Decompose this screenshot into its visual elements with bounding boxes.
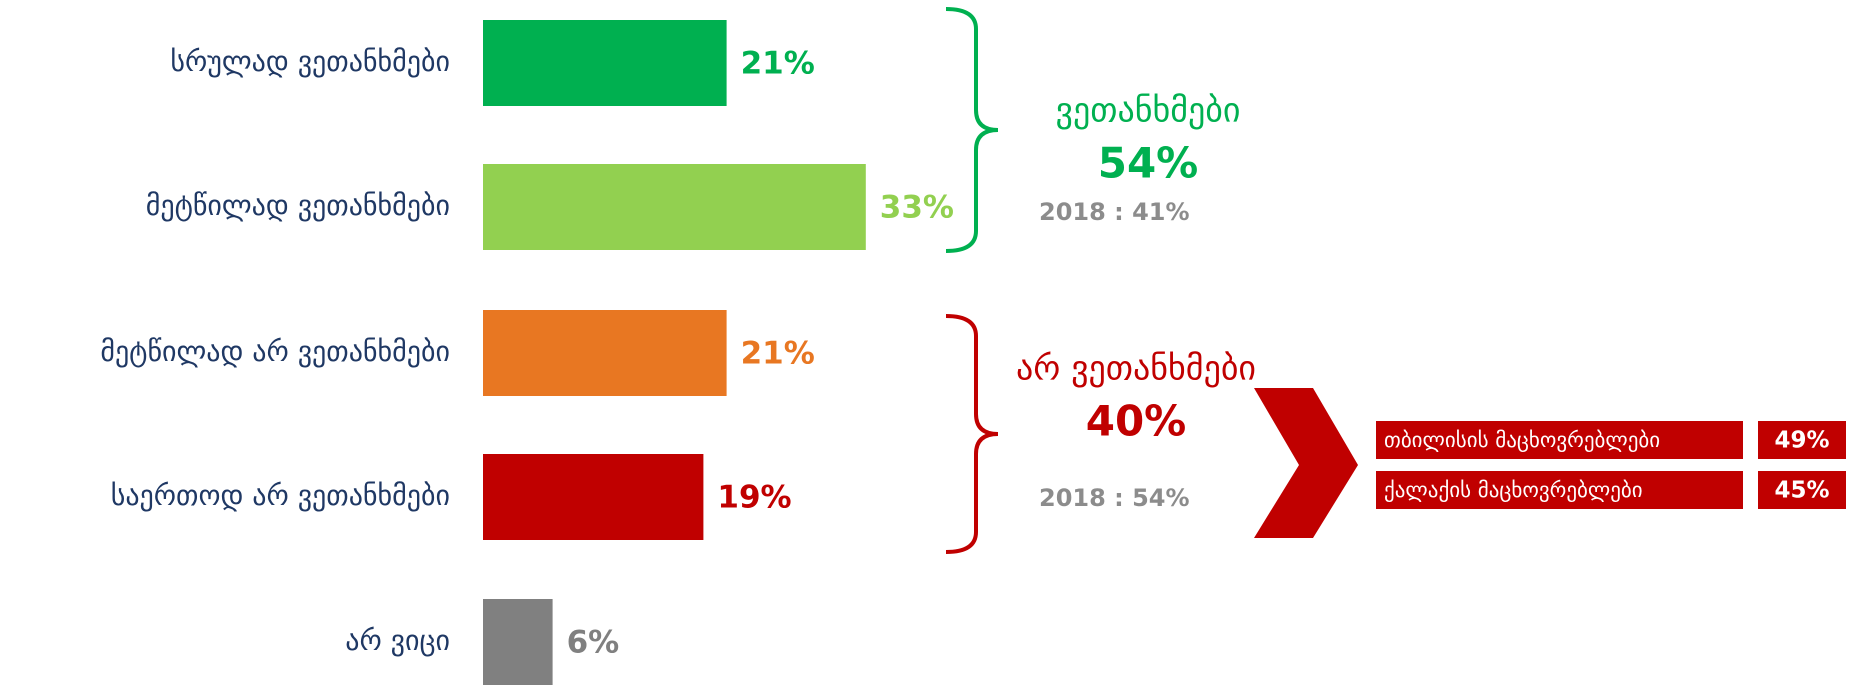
brace [945,314,999,554]
breakdown-value: 45% [1774,478,1829,504]
chevron [1254,388,1358,538]
bar [483,454,704,540]
value-label: 21% [741,336,815,372]
group-label: ვეთანხმები [1056,91,1241,131]
group-value: 40% [1086,397,1187,446]
group-value: 54% [1098,139,1199,188]
breakdown-value: 49% [1774,428,1829,454]
group-label: არ ვეთანხმები [1016,349,1256,389]
breakdown-label: თბილისის მაცხოვრებლები [1384,428,1660,452]
category-label: მეტწილად არ ვეთანხმები [100,335,450,368]
bar [483,164,866,250]
breakdown-value-box [1758,421,1846,459]
value-label: 33% [880,190,954,226]
category-label: მეტწილად ვეთანხმები [146,189,450,222]
bar [483,310,727,396]
category-label: არ ვიცი [345,624,450,657]
value-label: 19% [717,480,791,516]
breakdown-label: ქალაქის მაცხოვრებლები [1384,478,1643,502]
bar [483,20,727,106]
breakdown-box [1376,421,1743,459]
breakdown-value-box [1758,471,1846,509]
category-label: სრულად ვეთანხმები [170,45,450,78]
breakdown-box [1376,471,1743,509]
value-label: 6% [567,625,620,661]
category-label: საერთოდ არ ვეთანხმები [111,479,450,512]
group-comparison: 2018 : 41% [1039,198,1190,226]
group-comparison: 2018 : 54% [1039,484,1190,512]
brace [945,7,999,253]
value-label: 21% [741,46,815,82]
bar [483,599,553,685]
